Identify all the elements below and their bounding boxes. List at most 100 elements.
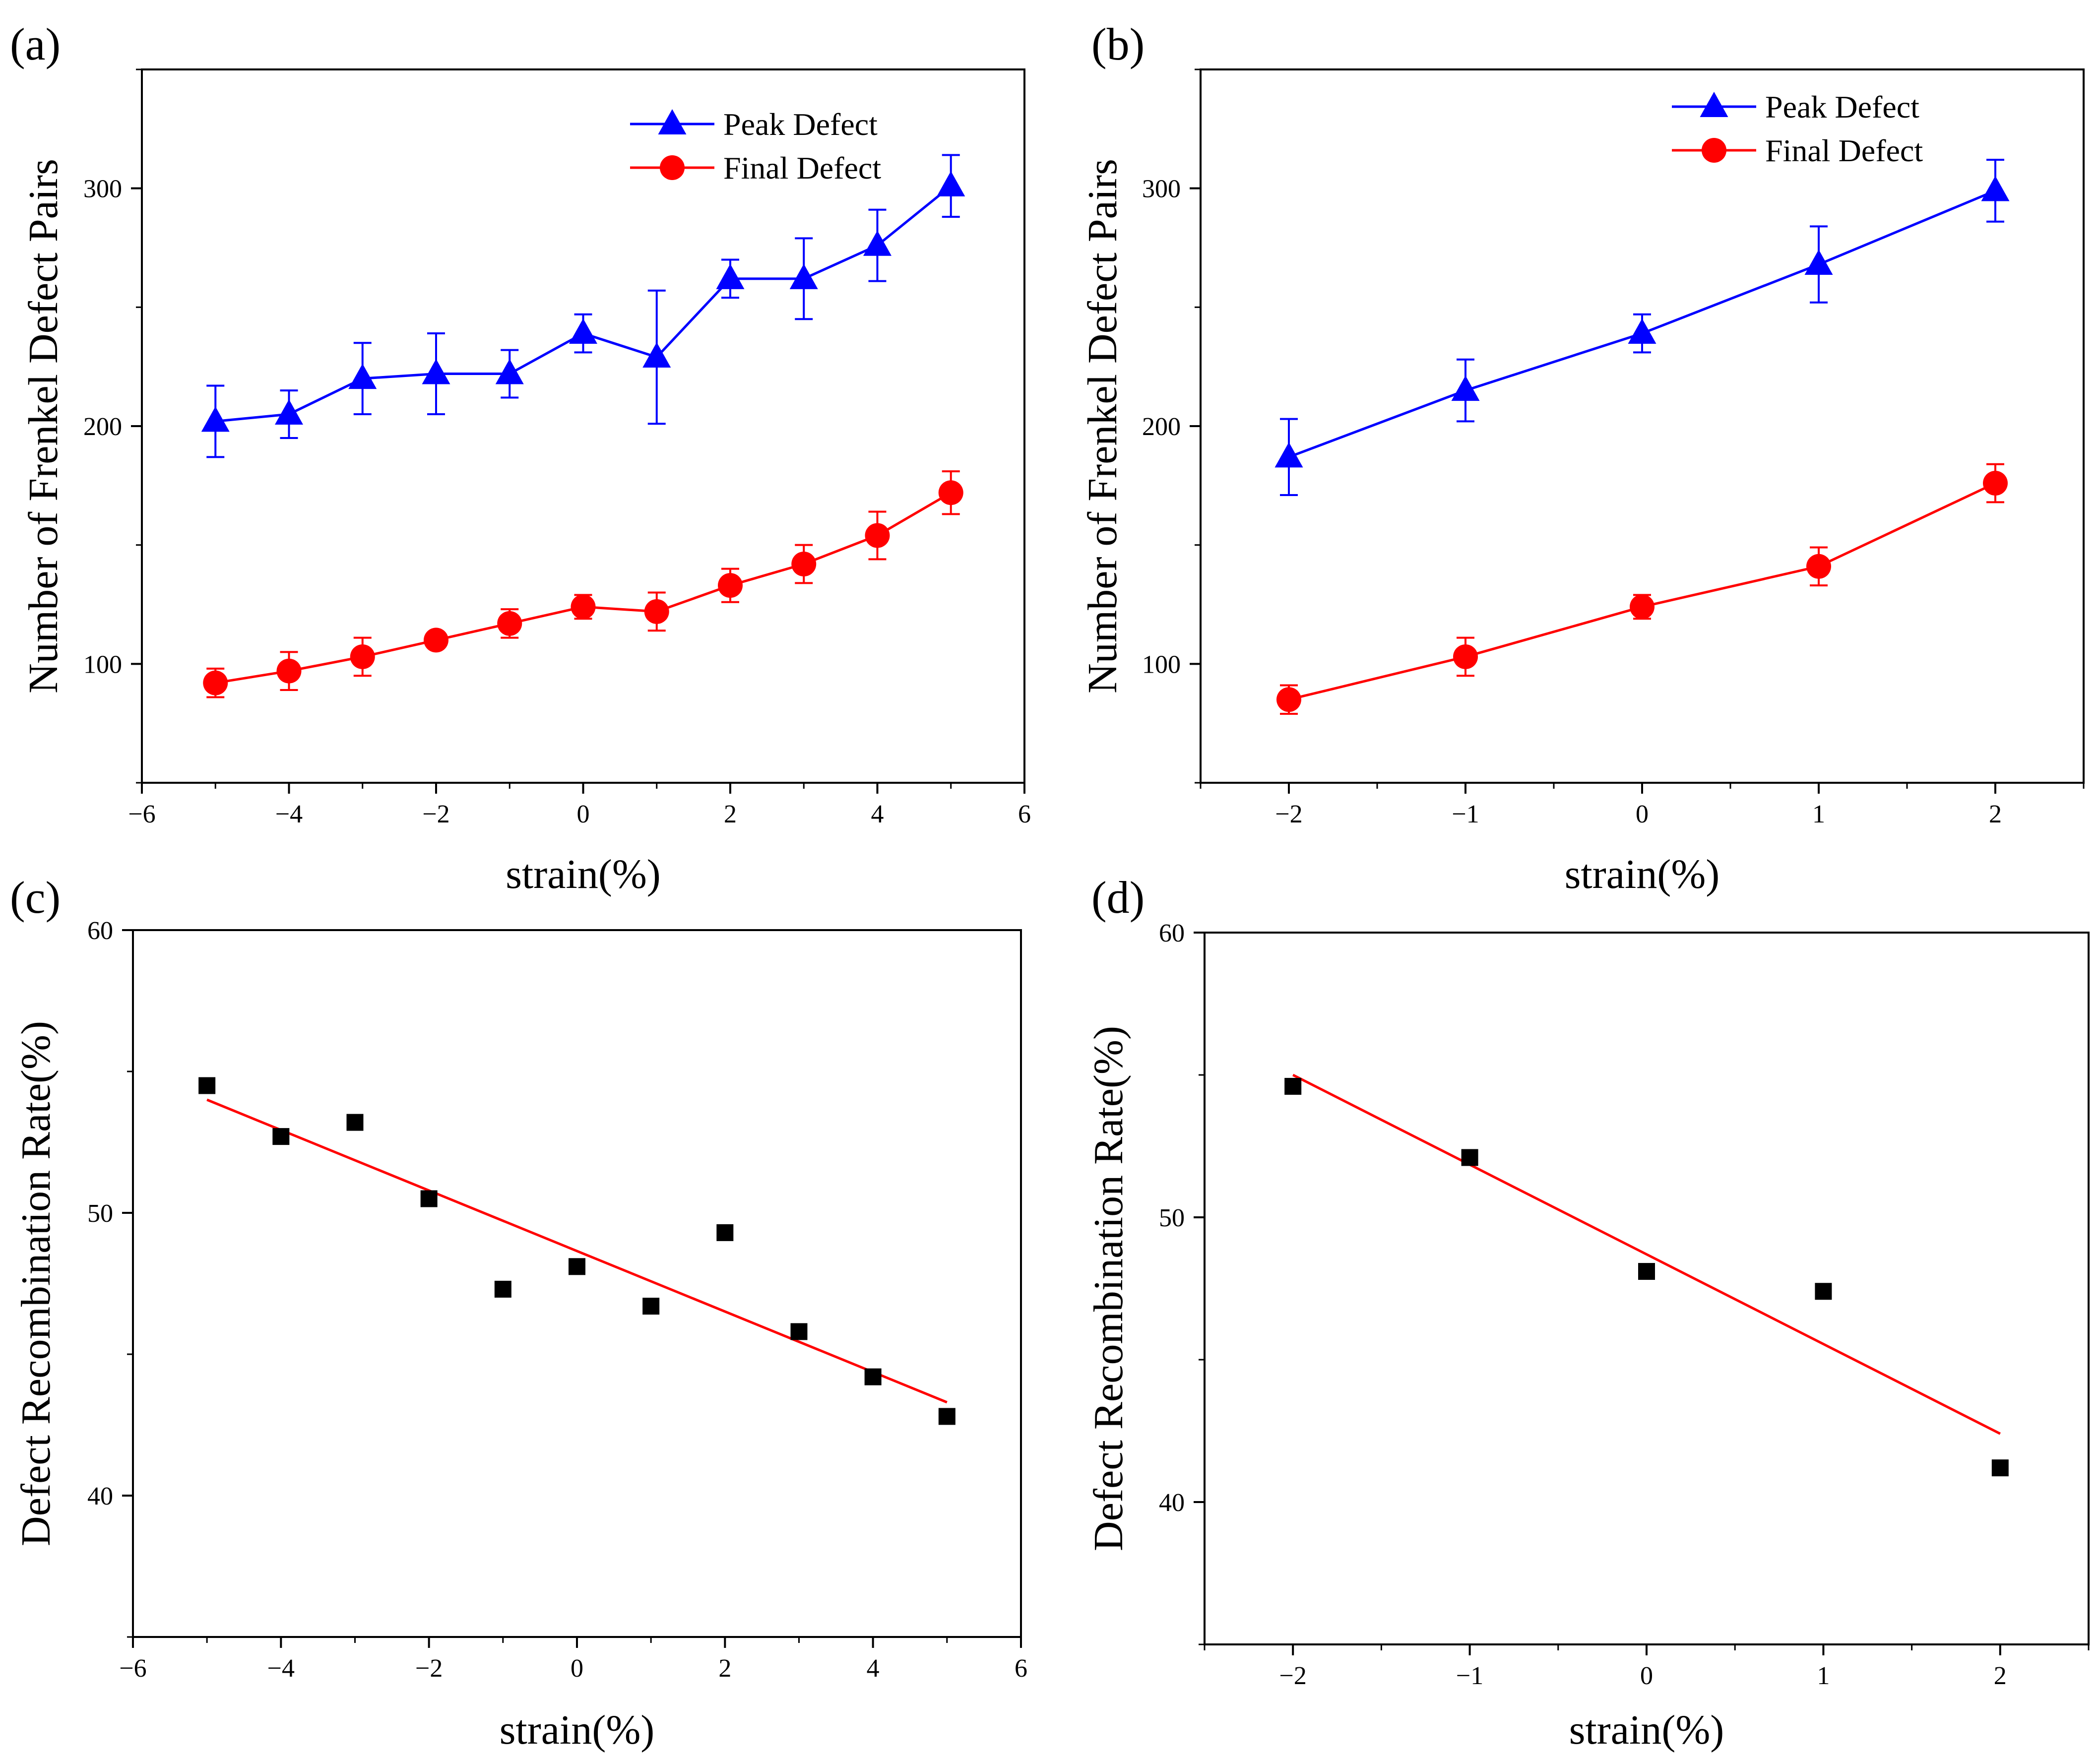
data-point bbox=[569, 1258, 585, 1275]
data-point bbox=[791, 552, 817, 577]
data-point bbox=[571, 594, 596, 620]
y-tick-label: 100 bbox=[1142, 650, 1181, 679]
series-final-defect bbox=[1276, 463, 2008, 715]
x-tick-label: −1 bbox=[1452, 800, 1479, 828]
data-point bbox=[1451, 376, 1480, 401]
data-point bbox=[716, 1224, 734, 1241]
data-point bbox=[642, 342, 671, 368]
data-point bbox=[275, 399, 303, 425]
data-point bbox=[865, 523, 890, 548]
series-peak-defect bbox=[201, 154, 965, 458]
x-axis-label: strain(%) bbox=[1569, 1707, 1724, 1753]
series-final-defect bbox=[203, 470, 963, 698]
series-line bbox=[215, 185, 952, 423]
data-point bbox=[937, 171, 965, 196]
fit-line bbox=[1292, 1073, 2001, 1435]
data-point bbox=[1276, 687, 1301, 712]
x-tick-label: −4 bbox=[275, 800, 303, 828]
y-axis-label: Defect Recombination Rate(%) bbox=[1085, 1026, 1132, 1551]
x-tick-label: 6 bbox=[1018, 800, 1031, 828]
legend-label: Peak Defect bbox=[723, 107, 878, 142]
plot-frame bbox=[1200, 68, 2085, 784]
data-point bbox=[422, 359, 450, 384]
x-tick-label: 4 bbox=[867, 1654, 880, 1683]
x-tick-label: −2 bbox=[1275, 800, 1302, 828]
data-point bbox=[864, 1368, 882, 1385]
x-tick-label: −4 bbox=[267, 1654, 295, 1683]
data-point bbox=[350, 644, 375, 669]
series-line bbox=[215, 492, 952, 685]
data-point bbox=[346, 1114, 364, 1131]
data-point bbox=[1804, 250, 1833, 275]
series-peak-defect bbox=[1274, 159, 2010, 497]
data-point bbox=[201, 406, 230, 432]
data-point bbox=[276, 658, 302, 684]
panel-c: (c) −6 −4 −2 0 2 4 6 40 50 60 strain(%) Defect Recom… bbox=[10, 872, 1027, 1753]
legend: Peak Defect Final Defect bbox=[630, 107, 881, 186]
data-point bbox=[1274, 442, 1303, 468]
data-point bbox=[863, 230, 891, 256]
x-tick-label: −2 bbox=[415, 1654, 443, 1683]
x-tick-label: 2 bbox=[724, 800, 737, 828]
panel-label: (b) bbox=[1091, 19, 1145, 69]
data-point bbox=[203, 670, 228, 695]
panel-label: (d) bbox=[1091, 872, 1145, 923]
data-point bbox=[790, 1323, 808, 1340]
legend: Peak Defect Final Defect bbox=[1672, 89, 1923, 168]
series-data bbox=[1284, 1077, 2009, 1477]
x-tick-label: 2 bbox=[1994, 1662, 2007, 1690]
data-point bbox=[718, 573, 743, 598]
panel-d: (d) −2 −1 0 1 2 40 50 60 strain(%) Defect Recombin… bbox=[1085, 872, 2090, 1753]
x-tick-label: 6 bbox=[1015, 1654, 1027, 1683]
panel-b: (b) −2 −1 0 1 2 100 200 300 strain(%) Number of Fr… bbox=[1080, 19, 2085, 897]
x-axis-label: strain(%) bbox=[500, 1707, 655, 1753]
x-tick-label: 0 bbox=[577, 800, 590, 828]
y-axis-label: Number of Frenkel Defect Pairs bbox=[1080, 159, 1126, 693]
fit-line bbox=[206, 1098, 948, 1404]
x-tick-label: −2 bbox=[1279, 1662, 1307, 1690]
y-tick-label: 40 bbox=[1159, 1489, 1185, 1517]
x-axis-label: strain(%) bbox=[506, 851, 661, 897]
series-line bbox=[1288, 482, 1996, 701]
data-point bbox=[1461, 1149, 1478, 1166]
legend-marker bbox=[658, 109, 687, 134]
data-point bbox=[497, 611, 522, 636]
data-point bbox=[716, 263, 745, 289]
data-point bbox=[494, 1280, 511, 1298]
data-point bbox=[938, 480, 963, 505]
x-tick-label: −6 bbox=[128, 800, 155, 828]
y-tick-label: 60 bbox=[1159, 919, 1185, 947]
x-tick-label: 0 bbox=[1636, 800, 1649, 828]
data-point bbox=[348, 364, 377, 389]
series-data bbox=[198, 1077, 955, 1425]
panel-label: (a) bbox=[10, 19, 61, 69]
data-point bbox=[1628, 318, 1656, 344]
data-point bbox=[789, 263, 818, 289]
data-point bbox=[1284, 1077, 1302, 1095]
data-point bbox=[272, 1128, 290, 1145]
x-tick-label: 4 bbox=[871, 800, 884, 828]
data-point bbox=[1815, 1283, 1832, 1300]
data-point bbox=[420, 1190, 438, 1207]
data-point bbox=[1806, 554, 1831, 579]
data-point bbox=[495, 359, 524, 384]
plot-frame bbox=[132, 929, 1022, 1638]
panel-a: (a) −6 −4 −2 0 2 4 6 100 200 300 strain(%) Number of… bbox=[10, 19, 1031, 897]
legend-marker bbox=[1700, 92, 1728, 117]
plot-frame bbox=[1204, 932, 2090, 1645]
data-point bbox=[424, 628, 448, 653]
y-tick-label: 200 bbox=[1142, 413, 1181, 441]
y-tick-label: 300 bbox=[83, 175, 122, 203]
legend-label: Final Defect bbox=[1765, 133, 1923, 168]
data-point bbox=[1453, 644, 1478, 669]
x-tick-label: −2 bbox=[422, 800, 449, 828]
data-point bbox=[1638, 1263, 1655, 1280]
data-point bbox=[1630, 594, 1655, 620]
y-tick-label: 50 bbox=[1159, 1204, 1185, 1232]
plot-frame bbox=[141, 68, 1025, 784]
x-tick-label: 0 bbox=[571, 1654, 583, 1683]
x-axis-label: strain(%) bbox=[1565, 851, 1720, 897]
legend-label: Final Defect bbox=[723, 150, 881, 186]
data-point bbox=[1983, 471, 2008, 496]
